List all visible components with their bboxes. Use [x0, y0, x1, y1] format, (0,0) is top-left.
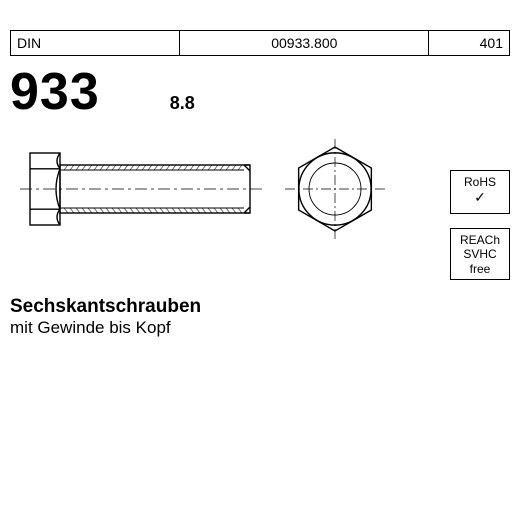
reach-l1: REACh: [453, 233, 507, 247]
description: Sechskantschrauben mit Gewinde bis Kopf: [10, 296, 510, 338]
header-standard: DIN: [11, 31, 180, 55]
din-number: 933: [10, 62, 100, 122]
strength-grade: 8.8: [170, 93, 195, 114]
title-row: 933 8.8: [10, 62, 510, 122]
rohs-label: RoHS: [453, 175, 507, 189]
desc-line1: Sechskantschrauben: [10, 296, 510, 318]
check-icon: ✓: [453, 189, 507, 206]
desc-line2: mit Gewinde bis Kopf: [10, 318, 510, 338]
rohs-badge: RoHS ✓: [450, 170, 510, 214]
reach-badge: REACh SVHC free: [450, 228, 510, 280]
header-code: 00933.800: [180, 31, 429, 55]
reach-l2: SVHC: [453, 247, 507, 261]
spec-sheet: DIN 00933.800 401 933 8.8 Sechskantschra…: [10, 30, 510, 400]
header-right: 401: [429, 31, 509, 55]
reach-l3: free: [453, 262, 507, 276]
header-row: DIN 00933.800 401: [10, 30, 510, 56]
bolt-illustration: [10, 128, 410, 258]
technical-drawing: [10, 128, 510, 278]
